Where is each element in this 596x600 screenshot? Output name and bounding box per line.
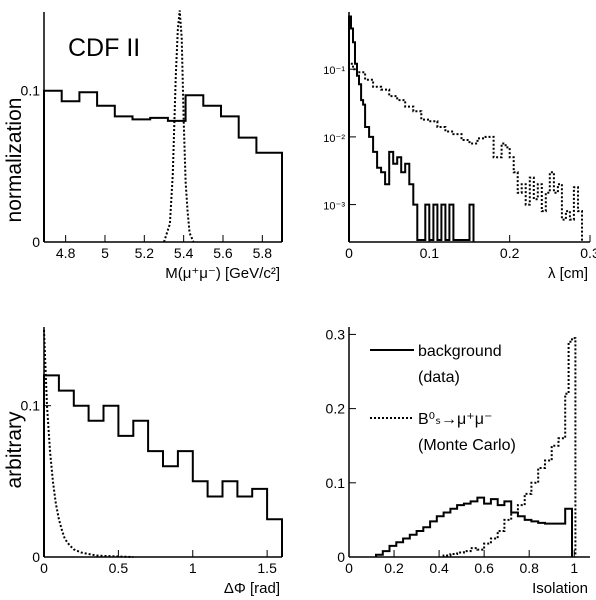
- x-tick-label: 0.5: [109, 560, 129, 576]
- y-tick-label: 0: [337, 549, 345, 565]
- panel-mass: 4.8 5 5.2 5.4 5.6 5.8 0 0.1 M(μ⁺μ⁻) [GeV/c²]: [21, 10, 283, 282]
- x-axis-label: Isolation: [532, 580, 588, 597]
- x-axis-label: ΔΦ [rad]: [224, 580, 280, 597]
- legend-background-label: background: [418, 343, 502, 360]
- legend: background (data) B⁰ₛ→μ⁺μ⁻ (Monte Carlo): [370, 343, 516, 454]
- x-axis-label: M(μ⁺μ⁻) [GeV/c²]: [165, 265, 280, 282]
- series-signal-histogram: [163, 10, 195, 243]
- x-tick-label: 1: [570, 560, 578, 576]
- series-background-histogram: [348, 15, 475, 242]
- x-tick-label: 1: [189, 560, 197, 576]
- x-tick-label: 0.2: [500, 245, 520, 261]
- y-axis-label-bottom: arbitrary: [3, 411, 26, 489]
- x-tick-label: 4.8: [56, 245, 76, 261]
- panel-dphi: 0 0.5 1 1.5 0 0.1 ΔΦ [rad]: [21, 327, 283, 597]
- x-tick-label: 5.8: [253, 245, 273, 261]
- x-tick-label: 5: [101, 245, 109, 261]
- series-background-histogram: [43, 89, 283, 242]
- panel-lambda: 0 0.1 0.2 0.3 10⁻³ 10⁻² 10⁻¹ λ [cm]: [323, 12, 596, 282]
- legend-background-sublabel: (data): [418, 369, 460, 386]
- x-tick-label: 0.2: [384, 560, 404, 576]
- x-tick-label: 5.2: [135, 245, 155, 261]
- x-tick-label: 0.3: [580, 245, 596, 261]
- y-axis-label-top: normalization: [3, 98, 26, 223]
- y-tick-label: 0.1: [21, 83, 41, 99]
- y-tick-label: 0.2: [326, 401, 346, 417]
- series-signal-histogram: [348, 62, 583, 242]
- x-tick-label: 0: [40, 560, 48, 576]
- y-tick-label: 0.3: [326, 326, 346, 342]
- x-tick-label: 0: [345, 560, 353, 576]
- x-tick-label: 5.6: [213, 245, 233, 261]
- cdf-label: CDF II: [68, 34, 140, 62]
- y-tick-label: 10⁻²: [323, 133, 345, 145]
- x-tick-label: 0.1: [420, 245, 440, 261]
- x-tick-label: 0.4: [429, 560, 449, 576]
- y-tick-label: 10⁻³: [323, 201, 345, 213]
- series-background-histogram: [43, 374, 283, 557]
- series-background-histogram: [375, 496, 573, 557]
- y-tick-label: 0: [32, 234, 40, 250]
- panel-isolation: 0 0.2 0.4 0.6 0.8 1 0 0.1 0.2 0.3 Isolation: [326, 326, 590, 597]
- x-tick-label: 1.5: [257, 560, 277, 576]
- x-tick-label: 0: [345, 245, 353, 261]
- legend-signal-label: B⁰ₛ→μ⁺μ⁻: [418, 411, 492, 428]
- x-axis-label: λ [cm]: [548, 265, 588, 282]
- legend-signal-sublabel: (Monte Carlo): [418, 437, 516, 454]
- series-signal-histogram: [43, 329, 134, 558]
- y-tick-label: 0.1: [326, 475, 346, 491]
- y-tick-label: 0: [32, 549, 40, 565]
- y-tick-label: 10⁻¹: [323, 65, 345, 77]
- y-tick-label: 0.1: [21, 398, 41, 414]
- x-tick-label: 0.8: [519, 560, 539, 576]
- x-tick-label: 5.4: [174, 245, 194, 261]
- x-tick-label: 0.6: [474, 560, 494, 576]
